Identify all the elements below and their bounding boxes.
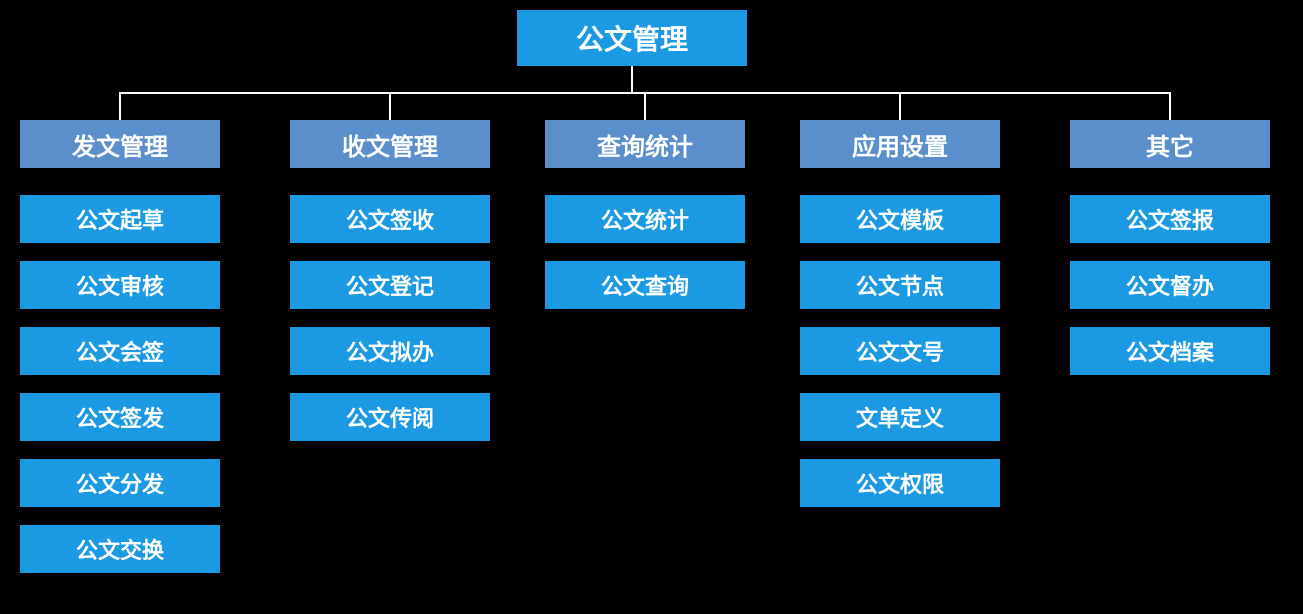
leaf-label: 公文权限 xyxy=(856,467,944,499)
category-label: 应用设置 xyxy=(852,127,948,162)
category-label: 收文管理 xyxy=(342,127,438,162)
leaf-label: 公文审核 xyxy=(76,269,164,301)
leaf-label: 公文起草 xyxy=(76,203,164,235)
org-chart: 公文管理 发文管理公文起草公文审核公文会签公文签发公文分发公文交换 收文管理公文签… xyxy=(0,0,1303,614)
leaf-node: 公文审核 xyxy=(20,261,220,309)
leaf-node: 公文签报 xyxy=(1070,195,1270,243)
root-label: 公文管理 xyxy=(576,18,688,58)
leaf-node: 公文起草 xyxy=(20,195,220,243)
leaf-node: 公文督办 xyxy=(1070,261,1270,309)
leaf-label: 公文交换 xyxy=(76,533,164,565)
leaf-label: 公文督办 xyxy=(1126,269,1214,301)
leaf-label: 公文节点 xyxy=(856,269,944,301)
leaf-label: 公文查询 xyxy=(601,269,689,301)
leaf-node: 公文统计 xyxy=(545,195,745,243)
leaf-node: 公文交换 xyxy=(20,525,220,573)
leaf-node: 公文模板 xyxy=(800,195,1000,243)
leaf-label: 公文统计 xyxy=(601,203,689,235)
connector xyxy=(119,92,121,120)
connector xyxy=(631,66,633,93)
connector xyxy=(644,92,646,120)
category-label: 发文管理 xyxy=(72,127,168,162)
leaf-node: 公文节点 xyxy=(800,261,1000,309)
category-label: 其它 xyxy=(1146,127,1194,162)
category-node: 其它 xyxy=(1070,120,1270,168)
leaf-label: 公文签报 xyxy=(1126,203,1214,235)
leaf-node: 公文会签 xyxy=(20,327,220,375)
leaf-node: 公文文号 xyxy=(800,327,1000,375)
leaf-label: 公文登记 xyxy=(346,269,434,301)
category-node: 收文管理 xyxy=(290,120,490,168)
connector xyxy=(899,92,901,120)
leaf-label: 公文档案 xyxy=(1126,335,1214,367)
leaf-node: 公文查询 xyxy=(545,261,745,309)
leaf-node: 公文传阅 xyxy=(290,393,490,441)
leaf-label: 公文拟办 xyxy=(346,335,434,367)
leaf-label: 公文签收 xyxy=(346,203,434,235)
leaf-label: 公文模板 xyxy=(856,203,944,235)
leaf-label: 公文会签 xyxy=(76,335,164,367)
leaf-node: 公文拟办 xyxy=(290,327,490,375)
leaf-node: 公文登记 xyxy=(290,261,490,309)
leaf-node: 公文分发 xyxy=(20,459,220,507)
leaf-label: 公文签发 xyxy=(76,401,164,433)
category-node: 发文管理 xyxy=(20,120,220,168)
connector xyxy=(1169,92,1171,120)
leaf-node: 文单定义 xyxy=(800,393,1000,441)
leaf-node: 公文权限 xyxy=(800,459,1000,507)
leaf-label: 公文文号 xyxy=(856,335,944,367)
leaf-node: 公文签发 xyxy=(20,393,220,441)
leaf-label: 文单定义 xyxy=(856,401,944,433)
category-node: 查询统计 xyxy=(545,120,745,168)
leaf-label: 公文分发 xyxy=(76,467,164,499)
leaf-node: 公文签收 xyxy=(290,195,490,243)
category-label: 查询统计 xyxy=(597,127,693,162)
leaf-node: 公文档案 xyxy=(1070,327,1270,375)
category-node: 应用设置 xyxy=(800,120,1000,168)
connector xyxy=(389,92,391,120)
leaf-label: 公文传阅 xyxy=(346,401,434,433)
root-node: 公文管理 xyxy=(517,10,747,66)
